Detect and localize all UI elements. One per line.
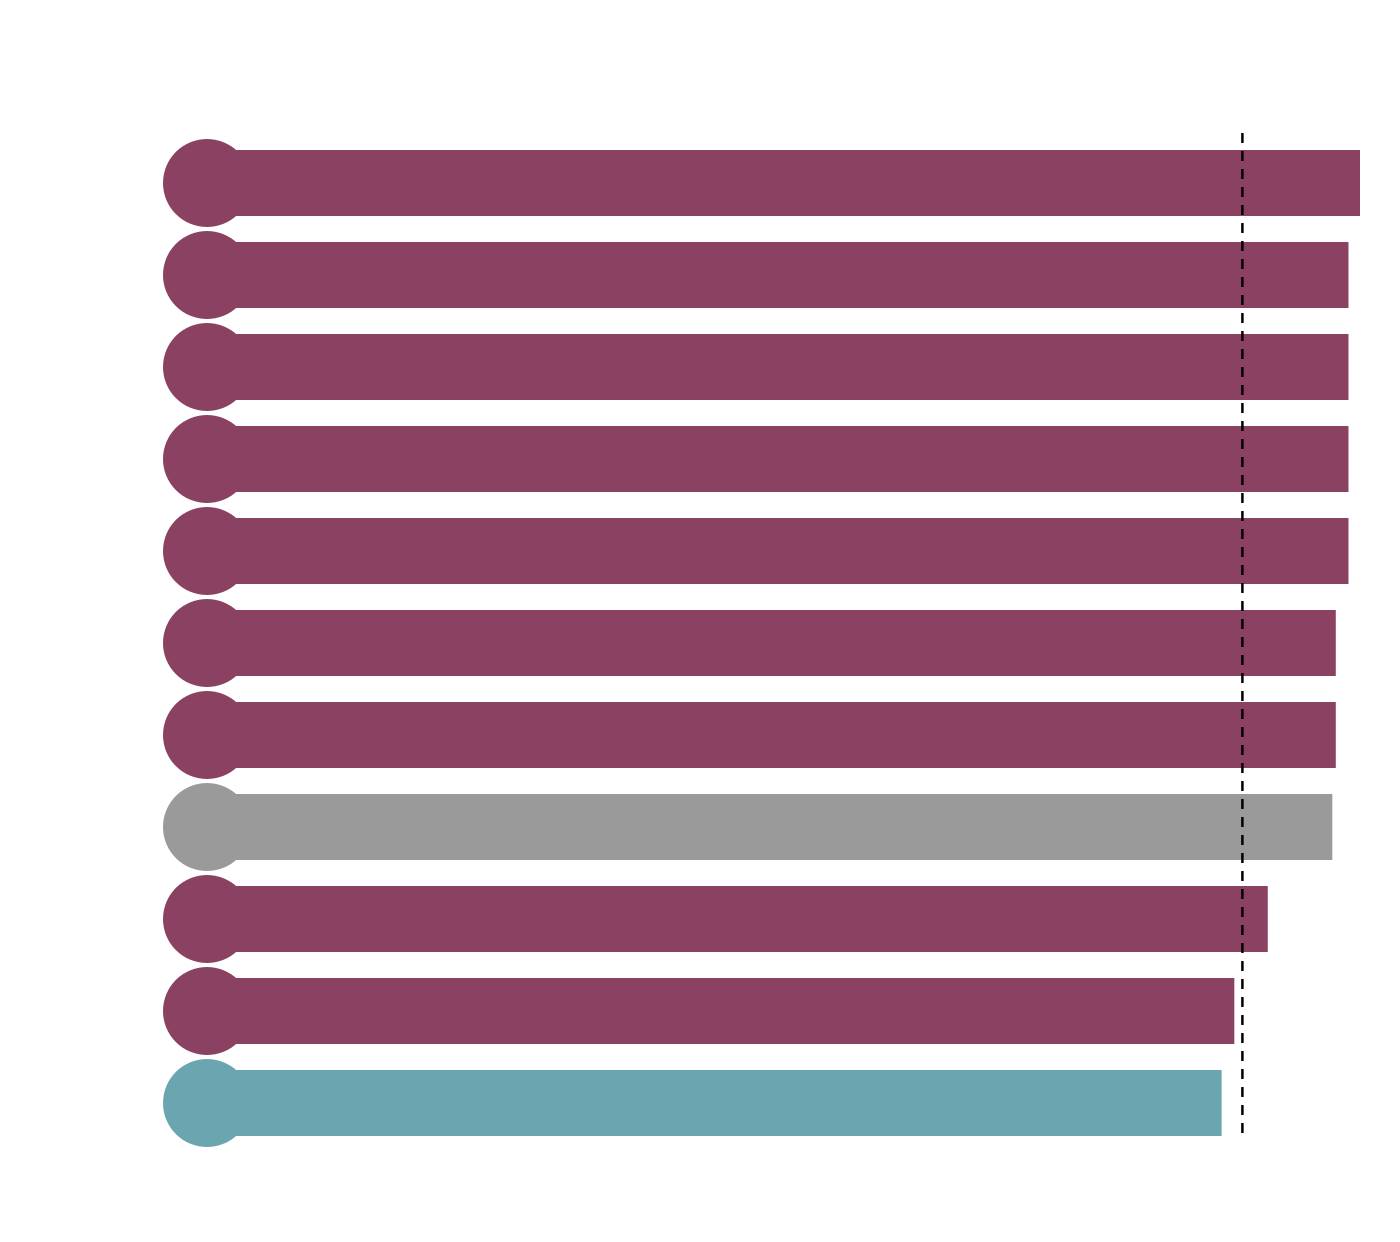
bar-cap xyxy=(163,599,251,687)
bar xyxy=(207,978,1235,1044)
bar xyxy=(207,426,1349,492)
bar xyxy=(207,518,1349,584)
bar-cap xyxy=(163,231,251,319)
bar xyxy=(207,886,1268,952)
bar xyxy=(207,1070,1222,1136)
bar-cap xyxy=(163,875,251,963)
bar xyxy=(207,610,1336,676)
bar-cap xyxy=(163,783,251,871)
bar-cap xyxy=(163,1059,251,1147)
bar xyxy=(207,242,1349,308)
bar-cap xyxy=(163,507,251,595)
bar-cap xyxy=(163,139,251,227)
bar xyxy=(207,794,1333,860)
bar xyxy=(207,334,1349,400)
bar xyxy=(207,702,1336,768)
bar-cap xyxy=(163,415,251,503)
bar xyxy=(207,150,1360,216)
bar-cap xyxy=(163,967,251,1055)
bar-cap xyxy=(163,323,251,411)
bar-cap xyxy=(163,691,251,779)
